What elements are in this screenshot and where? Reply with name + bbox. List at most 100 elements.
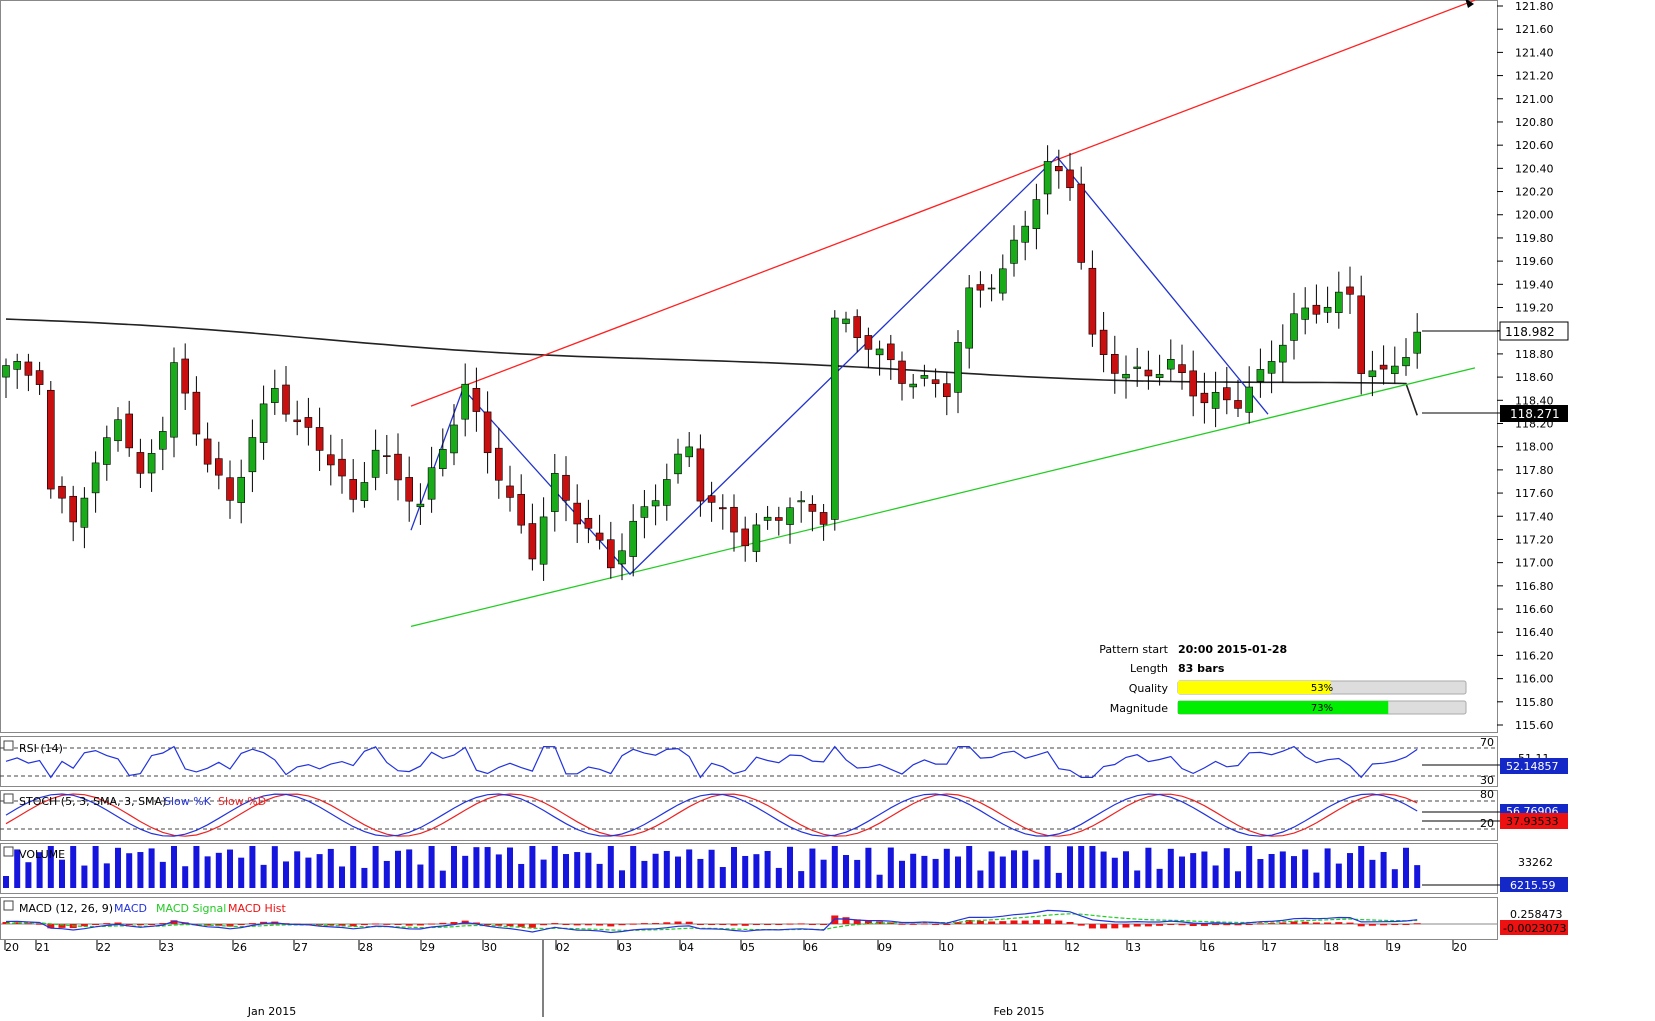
volume-bar — [1011, 850, 1017, 888]
macd-hist-bar — [226, 924, 234, 927]
price-tick-label: 116.40 — [1515, 626, 1554, 639]
macd-value-box — [1500, 920, 1568, 935]
macd-hist-bar — [1200, 924, 1208, 926]
day-label: 28 — [359, 941, 373, 954]
volume-bar — [59, 859, 65, 888]
candle-up — [461, 383, 470, 420]
macd-hist-bar — [394, 924, 402, 925]
candle-down — [315, 427, 324, 451]
volume-bar — [249, 846, 256, 888]
macd-hist-bar — [450, 922, 458, 924]
price-tick-label: 118.60 — [1515, 371, 1554, 384]
price-tick-label: 116.00 — [1515, 673, 1554, 686]
volume-bar — [1246, 846, 1253, 888]
volume-bar — [865, 847, 872, 888]
day-label: 29 — [421, 941, 435, 954]
macd-toggle-icon[interactable] — [3, 900, 14, 911]
candle-down — [718, 507, 727, 510]
macd-hist-bar — [1111, 924, 1119, 929]
volume-bar — [1134, 870, 1141, 888]
price-tick-label: 118.00 — [1515, 441, 1554, 454]
volume-bar — [585, 852, 592, 888]
volume-bar — [697, 858, 704, 888]
macd-hist-bar — [439, 922, 447, 924]
candle-up — [786, 507, 794, 525]
macd-hist-bar — [629, 923, 637, 925]
day-label: 12 — [1066, 941, 1080, 954]
candle-up — [987, 287, 996, 290]
volume-bar — [1257, 859, 1264, 888]
macd-hist-bar — [103, 923, 111, 925]
macd-hist-bar — [327, 924, 335, 926]
volume-bar — [204, 856, 211, 888]
candle-up — [1301, 307, 1309, 320]
candle-up — [1279, 344, 1287, 363]
macd-hist-bar — [148, 924, 156, 925]
day-label: 02 — [556, 941, 570, 954]
macd-signal-legend: MACD Signal — [156, 902, 226, 915]
rsi-toggle-icon[interactable] — [3, 740, 14, 751]
candle-down — [338, 458, 346, 477]
volume-toggle-icon[interactable] — [3, 846, 14, 857]
candle-up — [1032, 199, 1041, 230]
volume-bar — [271, 846, 278, 888]
day-label: 19 — [1387, 941, 1401, 954]
candle-up — [830, 317, 839, 520]
volume-bar — [148, 848, 155, 888]
stoch-toggle-icon[interactable] — [3, 793, 14, 804]
volume-bar — [227, 849, 233, 888]
macd-hist-bar — [237, 924, 245, 926]
macd-hist-bar — [36, 923, 44, 925]
candle-up — [1256, 369, 1265, 382]
macd-hist-bar — [472, 922, 480, 924]
macd-hist-bar — [864, 920, 872, 924]
price-tick-label: 121.80 — [1515, 0, 1554, 13]
macd-hist-bar — [405, 924, 413, 926]
candle-up — [371, 449, 380, 478]
volume-bar — [451, 846, 457, 888]
candle-down — [181, 358, 189, 394]
volume-bar — [238, 857, 245, 888]
macd-hist-bar — [999, 921, 1007, 924]
volume-bar — [428, 846, 435, 888]
macd-hist-bar — [909, 923, 917, 925]
candle-down — [46, 389, 55, 490]
candle-down — [1223, 387, 1231, 401]
candle-down — [976, 284, 985, 291]
candle-down — [730, 506, 738, 533]
candle-up — [539, 516, 548, 565]
candle-up — [651, 500, 660, 507]
macd-hist-bar — [1268, 923, 1276, 925]
price-tick-label: 117.00 — [1515, 557, 1554, 570]
macd-hist-bar — [13, 922, 21, 924]
magnitude-label: Magnitude — [1110, 702, 1169, 715]
macd-hist-bar — [551, 923, 559, 925]
macd-hist-bar — [416, 924, 424, 926]
volume-bar — [529, 846, 536, 888]
volume-bar — [641, 860, 648, 888]
candle-up — [2, 365, 10, 378]
candle-up — [842, 318, 850, 324]
volume-bar — [417, 864, 424, 888]
volume-bar — [708, 849, 715, 888]
candle-up — [1413, 331, 1421, 354]
last-price-label: 118.982 — [1505, 325, 1555, 339]
stoch-panel — [0, 790, 1498, 841]
macd-hist-bar — [1055, 920, 1063, 924]
candle-down — [405, 477, 414, 502]
volume-bar — [92, 846, 99, 888]
macd-hist-bar — [1032, 920, 1040, 924]
day-label: 20 — [5, 941, 19, 954]
volume-bar — [742, 855, 749, 888]
candle-down — [494, 447, 503, 481]
volume-bar — [1033, 859, 1040, 888]
candle-down — [573, 502, 582, 525]
candle-down — [1312, 304, 1321, 315]
macd-hist-bar — [685, 921, 693, 924]
candle-down — [774, 517, 783, 521]
candle-up — [1368, 370, 1377, 378]
macd-hist-bar — [752, 924, 760, 925]
volume-bar — [327, 848, 334, 888]
macd-hist-legend: MACD Hist — [228, 902, 287, 915]
